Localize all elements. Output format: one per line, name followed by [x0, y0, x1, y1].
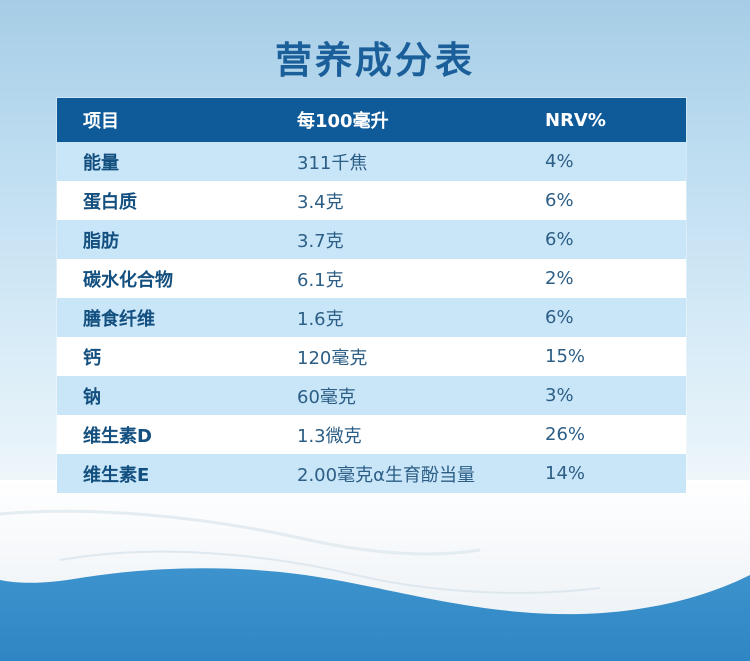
row-amount: 60毫克: [297, 376, 545, 415]
row-item: 维生素D: [57, 415, 297, 454]
row-amount: 3.4克: [297, 181, 545, 220]
row-amount: 6.1克: [297, 259, 545, 298]
milk-wave-decoration: [0, 480, 750, 661]
row-item: 维生素E: [57, 454, 297, 493]
row-amount: 2.00毫克α生育酚当量: [297, 454, 545, 493]
row-nrv: 14%: [545, 454, 686, 493]
row-amount: 311千焦: [297, 142, 545, 181]
row-nrv: 6%: [545, 220, 686, 259]
table-row: 钠 60毫克 3%: [57, 376, 686, 415]
table-row: 碳水化合物 6.1克 2%: [57, 259, 686, 298]
header-per-100ml: 每100毫升: [297, 98, 545, 142]
row-nrv: 15%: [545, 337, 686, 376]
row-amount: 3.7克: [297, 220, 545, 259]
row-item: 钙: [57, 337, 297, 376]
header-nrv: NRV%: [545, 98, 686, 142]
row-nrv: 2%: [545, 259, 686, 298]
row-item: 膳食纤维: [57, 298, 297, 337]
nutrition-table: 项目 每100毫升 NRV% 能量 311千焦 4% 蛋白质 3.4克 6% 脂…: [57, 98, 686, 493]
table-row: 维生素D 1.3微克 26%: [57, 415, 686, 454]
table-row: 钙 120毫克 15%: [57, 337, 686, 376]
row-item: 脂肪: [57, 220, 297, 259]
table-row: 脂肪 3.7克 6%: [57, 220, 686, 259]
table-row: 膳食纤维 1.6克 6%: [57, 298, 686, 337]
page-title: 营养成分表: [275, 39, 475, 82]
row-amount: 120毫克: [297, 337, 545, 376]
row-item: 钠: [57, 376, 297, 415]
table-row: 蛋白质 3.4克 6%: [57, 181, 686, 220]
row-amount: 1.6克: [297, 298, 545, 337]
table-header-row: 项目 每100毫升 NRV%: [57, 98, 686, 142]
table-row: 能量 311千焦 4%: [57, 142, 686, 181]
header-item: 项目: [57, 98, 297, 142]
row-nrv: 4%: [545, 142, 686, 181]
row-item: 蛋白质: [57, 181, 297, 220]
row-nrv: 3%: [545, 376, 686, 415]
row-nrv: 26%: [545, 415, 686, 454]
row-item: 碳水化合物: [57, 259, 297, 298]
row-amount: 1.3微克: [297, 415, 545, 454]
row-nrv: 6%: [545, 181, 686, 220]
row-nrv: 6%: [545, 298, 686, 337]
row-item: 能量: [57, 142, 297, 181]
table-row: 维生素E 2.00毫克α生育酚当量 14%: [57, 454, 686, 493]
